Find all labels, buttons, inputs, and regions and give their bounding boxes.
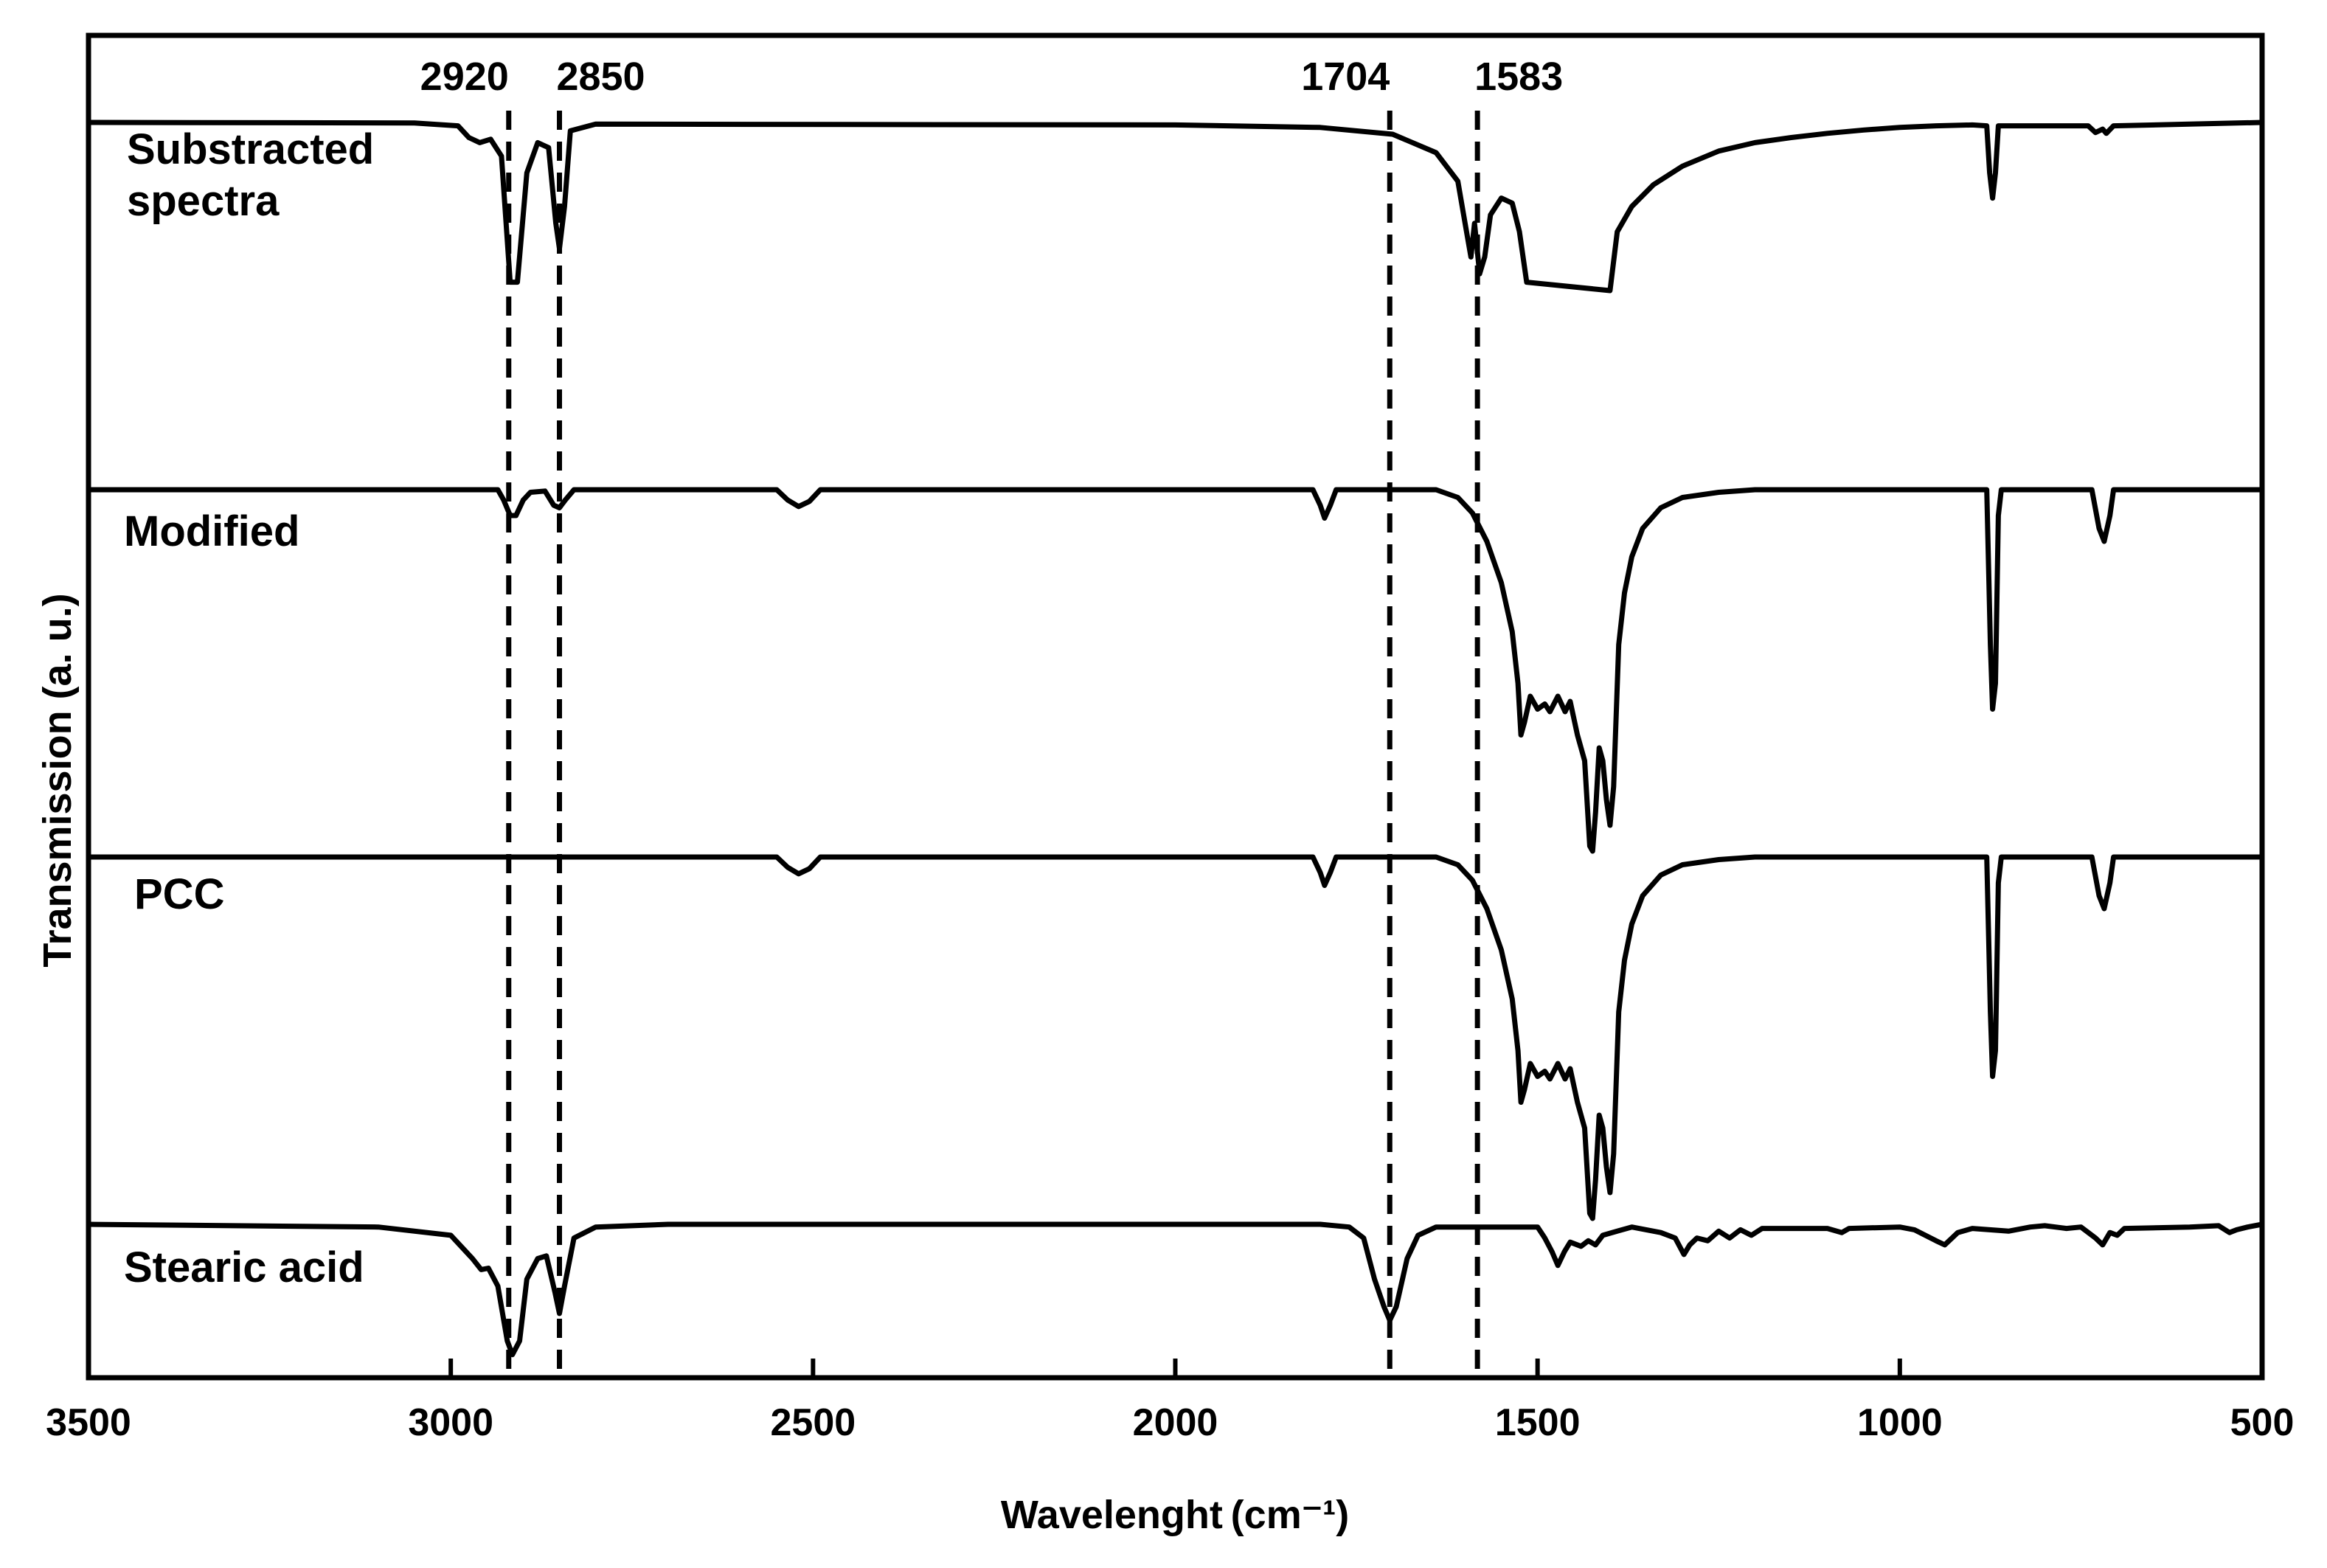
plot-frame — [86, 32, 2265, 1381]
x-axis-title: Wavelenght (cm⁻¹) — [1001, 1493, 1349, 1537]
x-tick-label-3000: 3000 — [408, 1401, 493, 1444]
series-labels: Substracted spectra Modified PCC Stearic aci… — [124, 125, 374, 1291]
peak-marker-label-2850: 2850 — [556, 55, 645, 99]
x-tick-label-3500: 3500 — [46, 1401, 131, 1444]
peak-marker-label-2920: 2920 — [420, 55, 509, 99]
x-tick-label-2000: 2000 — [1133, 1401, 1218, 1444]
x-tick-label-500: 500 — [2230, 1401, 2295, 1444]
x-tick-label-1000: 1000 — [1857, 1401, 1943, 1444]
series-label-pcc: PCC — [134, 870, 224, 918]
y-axis-title: Transmission (a. u.) — [35, 593, 80, 967]
x-axis-ticks: 3500 3000 2500 2000 1500 1000 500 — [46, 1359, 2294, 1444]
x-tick-label-2500: 2500 — [770, 1401, 856, 1444]
series-trace-pcc — [86, 854, 2265, 1221]
series-trace-modified — [86, 487, 2265, 854]
peak-marker-label-1583: 1583 — [1474, 55, 1563, 99]
peak-markers: 2920 2850 1704 1583 — [420, 55, 1563, 1378]
peak-marker-label-1704: 1704 — [1301, 55, 1390, 99]
x-tick-label-1500: 1500 — [1495, 1401, 1581, 1444]
spectra-traces — [86, 119, 2265, 1358]
series-trace-substracted-spectra — [86, 119, 2265, 294]
series-label-modified: Modified — [124, 507, 299, 555]
series-label-stearic-acid: Stearic acid — [124, 1243, 364, 1291]
series-label-substracted-spectra: Substracted spectra — [127, 125, 374, 225]
series-trace-stearic-acid — [86, 1221, 2265, 1358]
